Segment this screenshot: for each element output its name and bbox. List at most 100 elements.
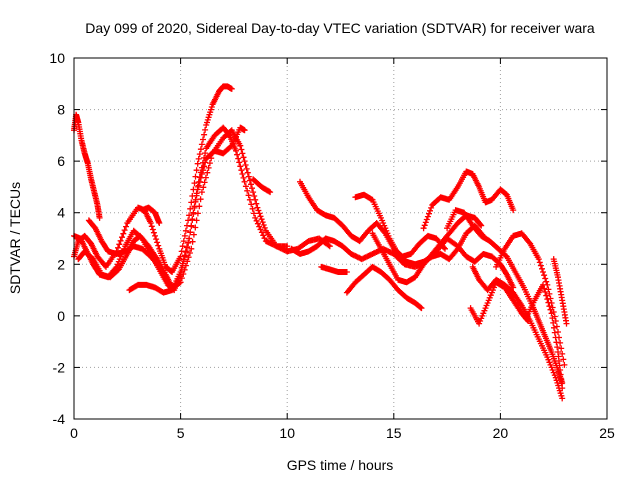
y-tick-label: 6 (57, 153, 65, 169)
data-point (88, 219, 90, 221)
data-point (371, 266, 373, 268)
data-point (239, 127, 241, 129)
data-point (542, 284, 544, 286)
data-point (380, 248, 382, 250)
data-point (418, 243, 420, 245)
data-point (361, 258, 363, 260)
data-point (197, 163, 199, 165)
data-point (308, 250, 310, 252)
data-point (318, 238, 320, 239)
data-point (397, 253, 399, 255)
data-point (150, 222, 152, 224)
series-arc17 (469, 263, 566, 402)
data-point (561, 299, 563, 301)
data-point (329, 245, 331, 247)
series-arc20 (550, 256, 570, 327)
data-point (333, 217, 335, 219)
data-point (534, 299, 536, 301)
data-point (495, 266, 497, 268)
data-point (265, 230, 267, 232)
data-point (77, 121, 79, 123)
data-point (410, 253, 412, 255)
data-point (197, 189, 199, 191)
data-point (457, 222, 459, 224)
data-point (427, 235, 429, 237)
data-point (290, 248, 292, 250)
data-point (94, 227, 96, 229)
data-point (512, 286, 514, 288)
data-point (239, 145, 241, 147)
data-point (563, 364, 565, 366)
data-point (93, 191, 95, 193)
data-point (363, 194, 365, 196)
data-point (222, 127, 224, 129)
data-point (297, 248, 299, 250)
data-point (440, 253, 442, 255)
data-point (504, 248, 506, 250)
data-point (529, 243, 531, 245)
data-point (235, 150, 237, 152)
data-point (329, 268, 331, 270)
data-point (376, 222, 378, 224)
data-point (265, 240, 267, 242)
series-markers (318, 263, 350, 275)
plot-frame (73, 57, 608, 420)
data-point (557, 351, 559, 353)
data-point (124, 245, 126, 247)
data-point (150, 256, 152, 258)
data-point (487, 302, 489, 304)
data-point (538, 338, 540, 340)
data-point (141, 209, 143, 211)
data-point (205, 124, 207, 126)
data-point (512, 209, 514, 211)
data-point (448, 258, 450, 260)
series-markers (71, 83, 235, 275)
data-point (414, 276, 416, 278)
data-point (261, 186, 263, 188)
data-point (497, 248, 499, 250)
series-arc8 (250, 176, 274, 196)
data-point (521, 305, 523, 307)
data-point (423, 263, 425, 265)
data-point (77, 258, 79, 260)
data-point (201, 191, 203, 193)
data-point (188, 238, 190, 239)
data-point (180, 271, 182, 273)
data-point (389, 263, 391, 265)
data-point (337, 271, 339, 273)
data-point (346, 271, 348, 273)
data-point (380, 271, 382, 273)
data-point (316, 245, 318, 247)
data-point (222, 152, 224, 154)
data-point (244, 181, 246, 183)
data-point (423, 227, 425, 229)
data-point (227, 85, 229, 87)
data-point (367, 230, 369, 232)
data-point (431, 253, 433, 255)
data-point (478, 323, 480, 325)
data-point (506, 256, 508, 258)
data-point (308, 240, 310, 242)
data-point (342, 225, 344, 227)
data-point (163, 292, 165, 294)
data-point (222, 85, 224, 87)
data-point (406, 261, 408, 263)
y-tick-label: 4 (57, 205, 65, 221)
data-point (482, 253, 484, 255)
data-point (126, 253, 128, 255)
y-tick-label: 2 (57, 256, 65, 272)
data-point (414, 263, 416, 265)
data-point (446, 227, 448, 229)
data-point (105, 266, 107, 268)
data-point (90, 243, 92, 245)
data-point (139, 235, 141, 237)
series-arc2 (71, 83, 235, 275)
data-point (171, 271, 173, 273)
data-point (359, 240, 361, 242)
data-point (444, 248, 446, 250)
data-point (316, 209, 318, 211)
data-point (512, 292, 514, 294)
data-point (165, 266, 167, 268)
axes: 0 5 10 15 20 25 -4 -2 0 2 4 6 8 10 (49, 50, 615, 441)
series-arc15 (420, 168, 517, 232)
